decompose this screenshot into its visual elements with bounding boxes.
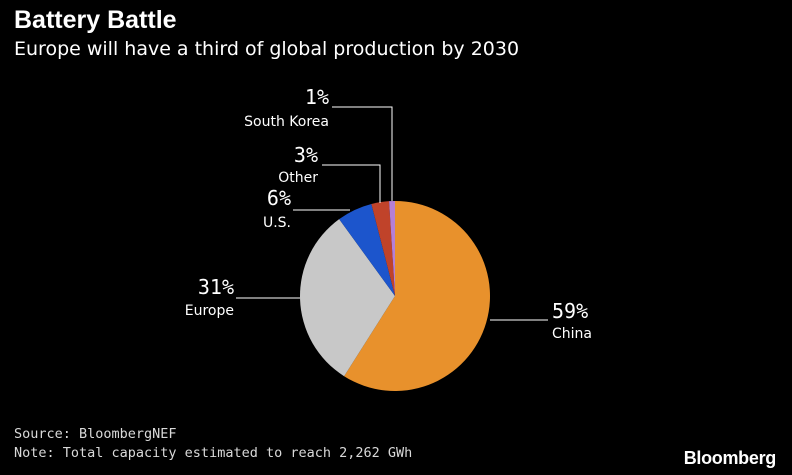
leader-line: [322, 164, 381, 203]
leader-line: [332, 106, 393, 201]
slice-name-label: Europe: [185, 303, 234, 319]
slice-name-label: China: [552, 326, 592, 342]
bloomberg-logo: Bloomberg: [683, 448, 777, 468]
slice-value-label: 31%: [198, 275, 234, 299]
pie-slice-europe: [300, 219, 395, 377]
slice-name-label: Other: [278, 170, 318, 186]
source-note: Source: BloombergNEF: [14, 426, 177, 442]
leader-lines: [236, 106, 548, 321]
slice-value-label: 1%: [305, 85, 329, 109]
slice-labels: 59% China 31% Europe 6% U.S. 3% Other 1% South Ko…: [185, 85, 592, 342]
slice-name-label: South Korea: [244, 114, 329, 130]
pie-slice-china: [344, 201, 491, 391]
footnote: Note: Total capacity estimated to reach …: [14, 445, 413, 461]
slice-value-label: 59%: [552, 299, 588, 323]
pie-slice-u-s-: [339, 203, 395, 296]
slice-value-label: 3%: [294, 143, 318, 167]
chart-subtitle: Europe will have a third of global produ…: [14, 38, 520, 60]
slice-name-label: U.S.: [263, 215, 291, 231]
chart-title: Battery Battle: [14, 6, 177, 34]
pie-slice-south-korea: [389, 201, 395, 296]
pie-slices: [300, 201, 491, 391]
slice-value-label: 6%: [267, 186, 291, 210]
pie-slice-other: [371, 201, 395, 296]
